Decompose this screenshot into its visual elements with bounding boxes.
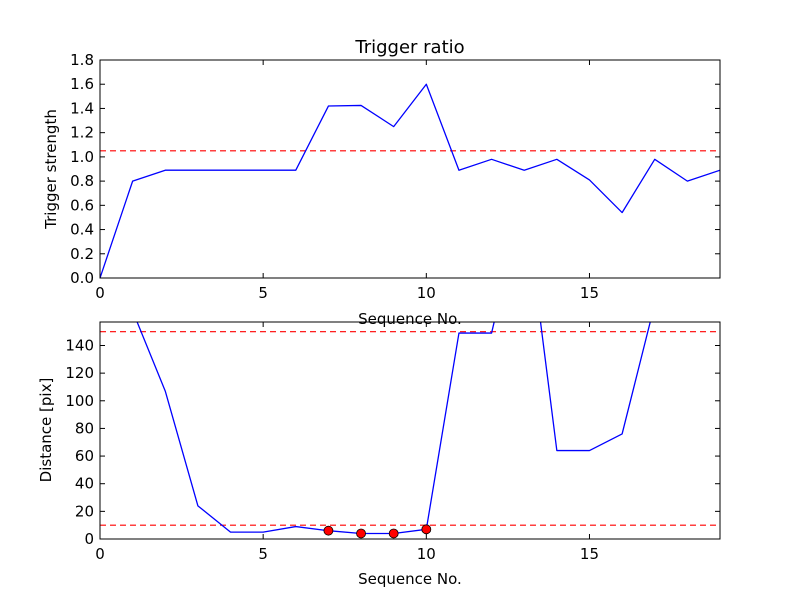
y-tick-label: 140: [65, 336, 94, 354]
y-tick-label: 0: [84, 530, 94, 548]
y-tick-label: 80: [75, 419, 94, 437]
y-tick-label: 0.6: [70, 196, 94, 214]
x-tick-label: 10: [417, 545, 436, 563]
y-tick-label: 1.6: [70, 75, 94, 93]
data-point-marker: [421, 524, 432, 535]
y-tick-label: 0.8: [70, 172, 94, 190]
series-line: [136, 322, 651, 535]
x-tick-label: 10: [417, 284, 436, 302]
y-tick-label: 0.4: [70, 221, 94, 239]
data-point-marker: [388, 528, 399, 539]
data-point-marker: [323, 525, 334, 536]
x-tick-label: 0: [95, 284, 105, 302]
y-axis-label: Trigger strength: [42, 109, 60, 230]
chart-title: Trigger ratio: [354, 37, 464, 58]
y-tick-label: 60: [75, 447, 94, 465]
y-tick-label: 40: [75, 475, 94, 493]
y-tick-label: 20: [75, 502, 94, 520]
distance-panel: 0 5 10 15 0 20 40 60 80 100 120 140 Sequence No. D…: [37, 321, 721, 588]
y-tick-label: 0.0: [70, 269, 94, 287]
x-tick-label: 5: [258, 545, 268, 563]
x-tick-label: 5: [258, 284, 268, 302]
trigger-ratio-panel: Trigger ratio 0 5 10 15 0.0 0.2 0.4 0.6 0.8 1.0 1…: [42, 37, 721, 328]
y-tick-label: 1.8: [70, 51, 94, 69]
x-axis-label: Sequence No.: [358, 570, 462, 588]
plot-frame: [99, 59, 721, 279]
y-tick-label: 120: [65, 364, 94, 382]
y-tick-label: 0.2: [70, 245, 94, 263]
x-tick-label: 15: [580, 284, 599, 302]
y-tick-label: 1.0: [70, 148, 94, 166]
data-point-marker: [356, 528, 366, 539]
y-axis-label: Distance [pix]: [37, 378, 55, 483]
y-tick-label: 100: [65, 392, 94, 410]
x-tick-label: 15: [580, 545, 599, 563]
x-axis-label: Sequence No.: [358, 310, 462, 328]
y-tick-label: 1.2: [70, 124, 94, 142]
plot-frame: [99, 321, 721, 540]
x-tick-label: 0: [95, 545, 105, 563]
series-line: [100, 83, 720, 278]
y-tick-label: 1.4: [70, 99, 94, 117]
